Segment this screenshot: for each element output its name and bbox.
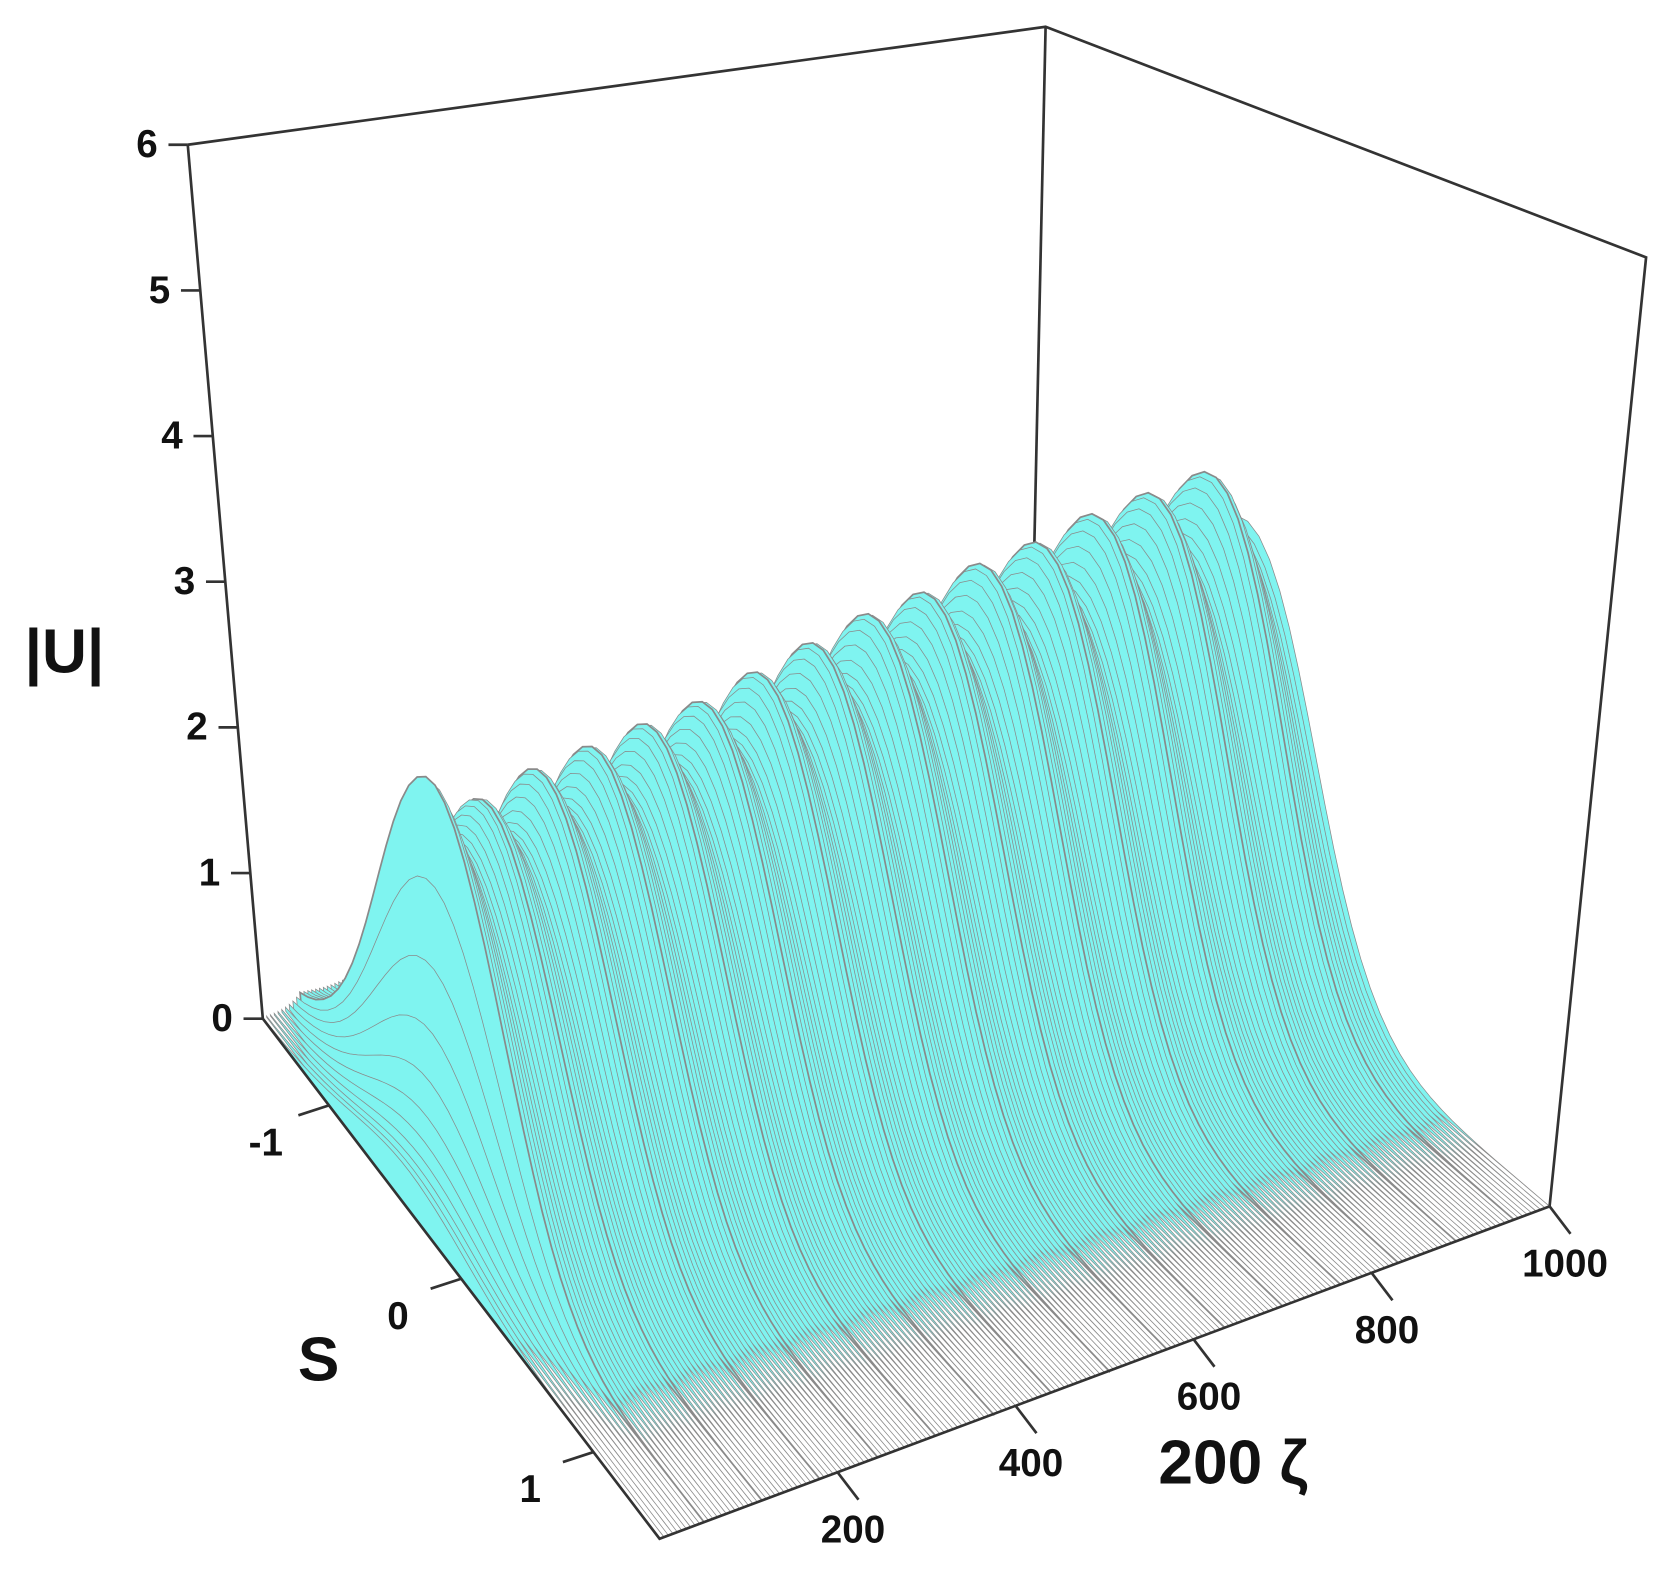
z-tick-label: 3 [174,560,195,603]
y-tick [430,1277,462,1290]
y-tick [562,1450,594,1464]
z-tick-label: 1 [199,851,220,894]
z-tick-label: 5 [149,269,170,312]
x-tick-label: 200 [821,1509,885,1552]
x-tick-label: 600 [1177,1376,1241,1419]
x-tick [1548,1205,1572,1235]
y-tick-label: 0 [387,1295,408,1338]
x-axis-title: 200 ζ [1158,1428,1308,1497]
z-tick-label: 6 [136,123,157,166]
x-tick-label: 800 [1355,1309,1419,1352]
x-tick [836,1471,860,1501]
box-edge [187,25,1648,1207]
x-tick [1014,1404,1038,1435]
z-axis-title: |U| [25,618,105,687]
y-tick [297,1104,330,1117]
y-tick-label: -1 [249,1121,283,1164]
surface [262,470,1550,1539]
x-tick [1370,1272,1394,1302]
z-tick-label: 2 [186,706,207,749]
x-tick-label: 1000 [1522,1243,1608,1286]
y-axis-title: S [298,1325,339,1394]
x-tick-label: 400 [999,1442,1063,1485]
axes [168,143,1572,1541]
x-tick [1192,1338,1216,1368]
z-tick-label: 4 [161,414,183,457]
z-tick-label: 0 [211,997,232,1040]
y-tick-label: 1 [520,1468,541,1511]
